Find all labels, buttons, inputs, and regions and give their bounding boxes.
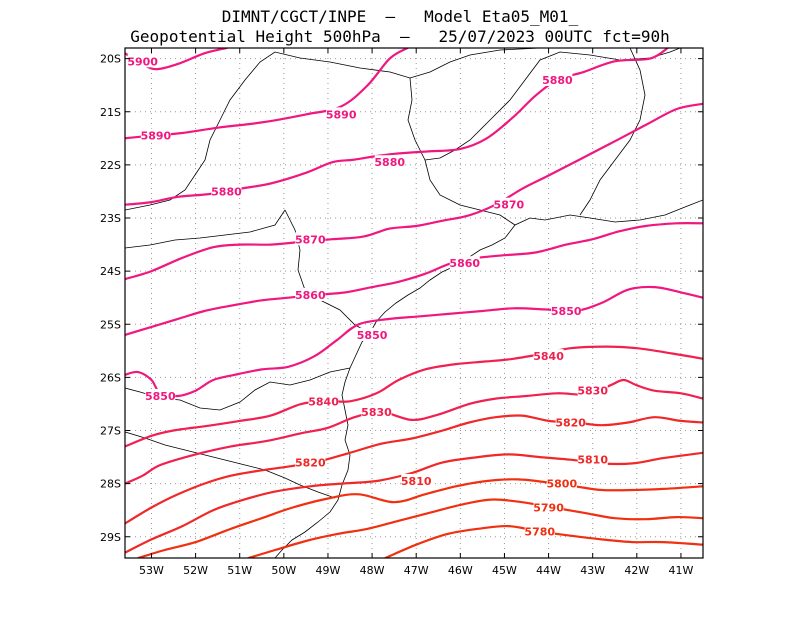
contour-label-background	[295, 288, 326, 302]
contour-label-5890: 5890	[326, 108, 357, 121]
state-border	[407, 48, 681, 161]
state-border	[424, 159, 516, 226]
contour-label-background	[533, 500, 564, 514]
x-tick-label: 46W	[448, 564, 473, 577]
y-axis-ticks: 20S 21S 22S 23S 24S 25S 26S 27S 28S 29S	[100, 53, 703, 544]
contour-label-background	[546, 476, 577, 490]
contour-label-background	[145, 388, 176, 402]
contour-label-5830: 5830	[577, 385, 608, 398]
contour-line-5890	[125, 48, 409, 140]
contour-label-background	[357, 327, 388, 341]
contour-label-background	[127, 54, 158, 68]
contour-labels: 5900 5890 5890 5880 5880 5880 5870 5870 5860 5860…	[127, 54, 608, 538]
contour-label-5820: 5820	[555, 417, 586, 430]
contour-label-5880: 5880	[542, 74, 573, 87]
y-tick-label: 23S	[100, 212, 121, 225]
contour-label-5880: 5880	[211, 185, 242, 198]
y-tick-label: 25S	[100, 318, 121, 331]
state-border	[125, 48, 541, 211]
contour-label-5850: 5850	[551, 305, 582, 318]
contour-label-5820: 5820	[295, 456, 326, 469]
x-tick-label: 43W	[580, 564, 605, 577]
x-tick-label: 51W	[227, 564, 252, 577]
contour-label-5880: 5880	[374, 156, 405, 169]
contour-line-5870	[125, 102, 703, 281]
y-tick-label: 27S	[100, 425, 121, 438]
x-axis-ticks: 53W 52W 51W 50W 49W 48W 47W 46W 45W 44W 43W 42W 41W	[139, 48, 693, 577]
contour-label-5850: 5850	[145, 390, 176, 403]
contour-label-background	[326, 107, 357, 121]
x-tick-label: 52W	[183, 564, 208, 577]
contour-label-5840: 5840	[308, 395, 339, 408]
x-tick-label: 42W	[624, 564, 649, 577]
contour-label-5900: 5900	[127, 55, 158, 68]
x-tick-label: 44W	[536, 564, 561, 577]
y-tick-label: 26S	[100, 371, 121, 384]
contour-line-5860	[125, 222, 703, 336]
contour-label-background	[308, 394, 339, 408]
contour-label-5810: 5810	[401, 475, 432, 488]
contour-label-background	[374, 155, 405, 169]
y-tick-label: 24S	[100, 265, 121, 278]
contour-line-5800	[137, 478, 703, 558]
contour-line-5880	[125, 48, 669, 206]
contour-line-5830	[125, 378, 703, 485]
plot-frame	[124, 47, 704, 559]
contour-line-5810	[125, 451, 703, 554]
y-tick-label: 29S	[100, 531, 121, 544]
y-tick-label: 21S	[100, 106, 121, 119]
y-tick-label: 20S	[100, 53, 121, 66]
x-tick-label: 48W	[360, 564, 385, 577]
contour-label-background	[295, 455, 326, 469]
contour-label-5830: 5830	[361, 406, 392, 419]
contour-label-5800: 5800	[546, 478, 577, 491]
coastline	[274, 199, 703, 558]
contour-line-5850	[125, 285, 703, 398]
contour-label-background	[533, 349, 564, 363]
contour-label-background	[401, 473, 432, 487]
contour-label-5860: 5860	[449, 257, 480, 270]
contour-label-background	[524, 524, 555, 538]
contour-label-5890: 5890	[141, 130, 172, 143]
x-tick-label: 47W	[404, 564, 429, 577]
contour-line-5820	[125, 414, 703, 525]
contour-label-5810: 5810	[577, 454, 608, 467]
contour-label-background	[493, 197, 524, 211]
contour-label-background	[577, 383, 608, 397]
y-tick-label: 22S	[100, 159, 121, 172]
contour-label-5850: 5850	[357, 329, 388, 342]
contour-label-5780: 5780	[524, 525, 555, 538]
contour-label-background	[211, 184, 242, 198]
contour-label-background	[361, 404, 392, 418]
state-border	[125, 209, 286, 249]
state-border	[579, 48, 646, 216]
y-tick-label: 28S	[100, 478, 121, 491]
chart-title-line2: Geopotential Height 500hPa – 25/07/2023 …	[130, 27, 670, 46]
contour-label-background	[551, 303, 582, 317]
x-tick-label: 53W	[139, 564, 164, 577]
x-tick-label: 50W	[271, 564, 296, 577]
contour-label-background	[577, 452, 608, 466]
contour-label-5790: 5790	[533, 502, 564, 515]
contour-line-5790	[247, 498, 703, 558]
x-tick-label: 41W	[669, 564, 694, 577]
contour-label-background	[542, 72, 573, 86]
x-tick-label: 49W	[316, 564, 341, 577]
x-tick-label: 45W	[492, 564, 517, 577]
contour-label-background	[449, 256, 480, 270]
contour-line-5840	[125, 345, 703, 448]
contour-label-background	[295, 232, 326, 246]
contour-label-5840: 5840	[533, 350, 564, 363]
contour-label-5860: 5860	[295, 289, 326, 302]
contour-label-5870: 5870	[295, 233, 326, 246]
contour-label-background	[140, 128, 171, 142]
contour-label-background	[555, 415, 586, 429]
chart-title-line1: DIMNT/CGCT/INPE – Model Eta05_M01_	[221, 7, 579, 26]
contour-label-5870: 5870	[494, 199, 525, 212]
